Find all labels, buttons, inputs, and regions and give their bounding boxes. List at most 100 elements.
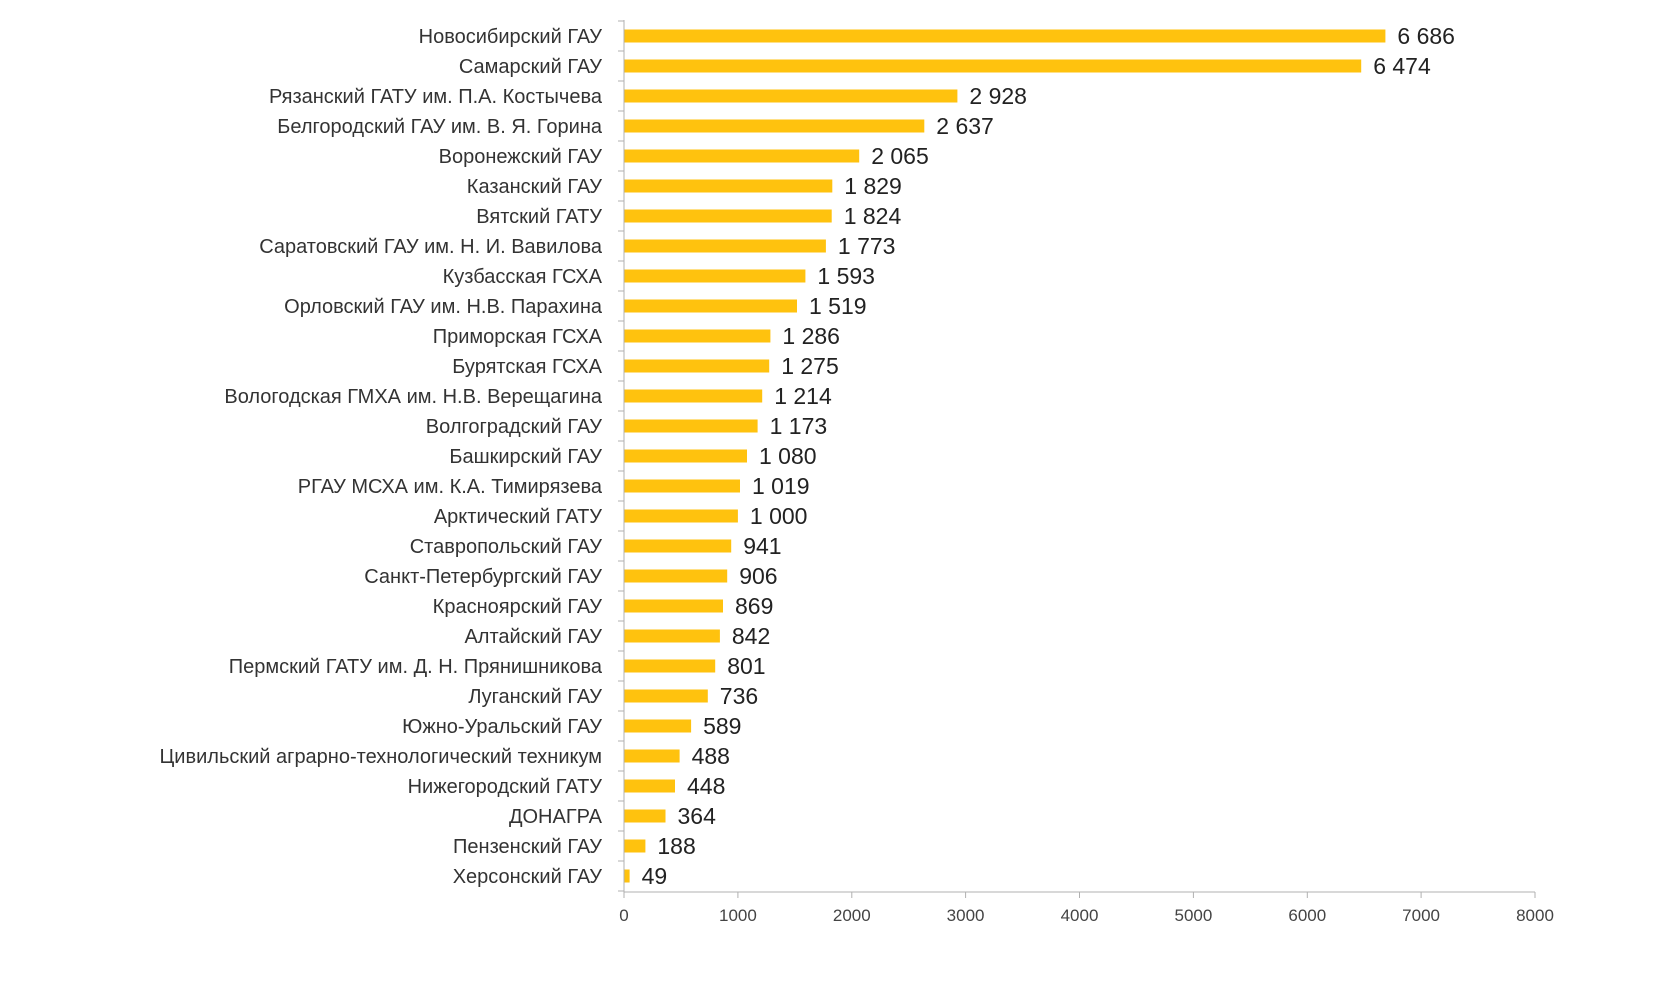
bar xyxy=(624,179,833,193)
value-label: 1 275 xyxy=(781,353,839,379)
bar xyxy=(624,59,1362,73)
bar xyxy=(624,569,728,583)
value-label: 448 xyxy=(687,773,725,799)
category-label: Пензенский ГАУ xyxy=(453,836,602,858)
category-label: Санкт-Петербургский ГАУ xyxy=(364,566,602,588)
bar xyxy=(624,449,747,463)
value-label: 488 xyxy=(692,743,730,769)
category-label: Кузбасская ГСХА xyxy=(443,266,603,288)
bar xyxy=(624,539,732,553)
value-label: 49 xyxy=(642,863,668,889)
category-label: ДОНАГРА xyxy=(509,806,603,828)
category-label: Арктический ГАТУ xyxy=(434,506,602,528)
value-label: 736 xyxy=(720,683,758,709)
value-label: 1 286 xyxy=(782,323,840,349)
value-label: 6 686 xyxy=(1397,23,1455,49)
category-label: Нижегородский ГАТУ xyxy=(408,776,603,798)
category-label: Алтайский ГАУ xyxy=(464,626,602,648)
bar xyxy=(624,209,832,223)
value-label: 1 824 xyxy=(844,203,902,229)
value-label: 188 xyxy=(657,833,695,859)
category-label: Орловский ГАУ им. Н.В. Парахина xyxy=(284,296,603,318)
value-label: 842 xyxy=(732,623,770,649)
category-label: Самарский ГАУ xyxy=(459,56,602,78)
category-label: Новосибирский ГАУ xyxy=(419,26,603,48)
bar xyxy=(624,329,771,343)
category-label: Воронежский ГАУ xyxy=(439,146,603,168)
value-label: 1 593 xyxy=(817,263,875,289)
value-label: 2 928 xyxy=(969,83,1027,109)
category-label: Казанский ГАУ xyxy=(467,176,602,198)
category-label: Ставропольский ГАУ xyxy=(410,536,603,558)
x-tick-label: 1000 xyxy=(719,906,757,925)
bar xyxy=(624,689,708,703)
category-labels-group: Новосибирский ГАУ Самарский ГАУ Рязанский … xyxy=(160,26,603,888)
category-label: РГАУ МСХА им. К.А. Тимирязева xyxy=(298,476,603,498)
bar xyxy=(624,869,630,883)
category-label: Херсонский ГАУ xyxy=(453,866,603,888)
value-label: 6 474 xyxy=(1373,53,1431,79)
category-label: Волгоградский ГАУ xyxy=(426,416,602,438)
x-tick-label: 2000 xyxy=(833,906,871,925)
x-tick-label: 4000 xyxy=(1061,906,1099,925)
value-label: 1 773 xyxy=(838,233,896,259)
bar xyxy=(624,479,740,493)
bar xyxy=(624,29,1386,43)
category-label: Саратовский ГАУ им. Н. И. Вавилова xyxy=(259,236,603,258)
value-label: 2 637 xyxy=(936,113,994,139)
bar xyxy=(624,89,958,103)
x-tick-label: 6000 xyxy=(1288,906,1326,925)
category-label: Вятский ГАТУ xyxy=(476,206,602,228)
bar xyxy=(624,389,763,403)
bar xyxy=(624,809,666,823)
value-label: 1 019 xyxy=(752,473,810,499)
x-tick-label: 8000 xyxy=(1516,906,1554,925)
value-label: 1 829 xyxy=(844,173,902,199)
bar xyxy=(624,149,860,163)
x-axis-ticks-group: 0 1000 2000 3000 4000 5000 6000 7000 8000 xyxy=(618,20,1554,925)
bar xyxy=(624,659,716,673)
x-tick-label: 7000 xyxy=(1402,906,1440,925)
category-label: Рязанский ГАТУ им. П.А. Костычева xyxy=(269,86,603,108)
value-labels-group: 6 686 6 474 2 928 2 637 2 065 1 829 1 824 1 773… xyxy=(642,23,1455,889)
value-label: 2 065 xyxy=(871,143,929,169)
bar xyxy=(624,749,680,763)
value-label: 1 214 xyxy=(774,383,832,409)
value-label: 906 xyxy=(739,563,777,589)
category-label: Бурятская ГСХА xyxy=(452,356,602,378)
value-label: 589 xyxy=(703,713,741,739)
bar xyxy=(624,779,675,793)
bar xyxy=(624,719,692,733)
x-tick-label: 0 xyxy=(619,906,628,925)
value-label: 1 519 xyxy=(809,293,867,319)
bar xyxy=(624,269,806,283)
bar xyxy=(624,299,797,313)
value-label: 801 xyxy=(727,653,765,679)
value-label: 1 080 xyxy=(759,443,817,469)
bar xyxy=(624,509,738,523)
bar xyxy=(624,419,758,433)
category-label: Южно-Уральский ГАУ xyxy=(402,716,602,738)
x-tick-label: 3000 xyxy=(947,906,985,925)
category-label: Башкирский ГАУ xyxy=(449,446,602,468)
bar xyxy=(624,629,720,643)
bar xyxy=(624,839,646,853)
category-label: Пермский ГАТУ им. Д. Н. Прянишникова xyxy=(229,656,603,678)
bar xyxy=(624,359,770,373)
value-label: 1 000 xyxy=(750,503,808,529)
bar xyxy=(624,119,925,133)
x-tick-label: 5000 xyxy=(1174,906,1212,925)
category-label: Приморская ГСХА xyxy=(433,326,603,348)
category-label: Цивильский аграрно-технологический техни… xyxy=(160,746,602,768)
value-label: 869 xyxy=(735,593,773,619)
bar xyxy=(624,599,723,613)
bars-group xyxy=(624,29,1386,883)
bar xyxy=(624,239,826,253)
value-label: 364 xyxy=(678,803,717,829)
category-label: Вологодская ГМХА им. Н.В. Верещагина xyxy=(224,386,603,408)
category-label: Луганский ГАУ xyxy=(468,686,602,708)
category-label: Белгородский ГАУ им. В. Я. Горина xyxy=(277,116,603,138)
category-label: Красноярский ГАУ xyxy=(433,596,603,618)
value-label: 1 173 xyxy=(770,413,828,439)
